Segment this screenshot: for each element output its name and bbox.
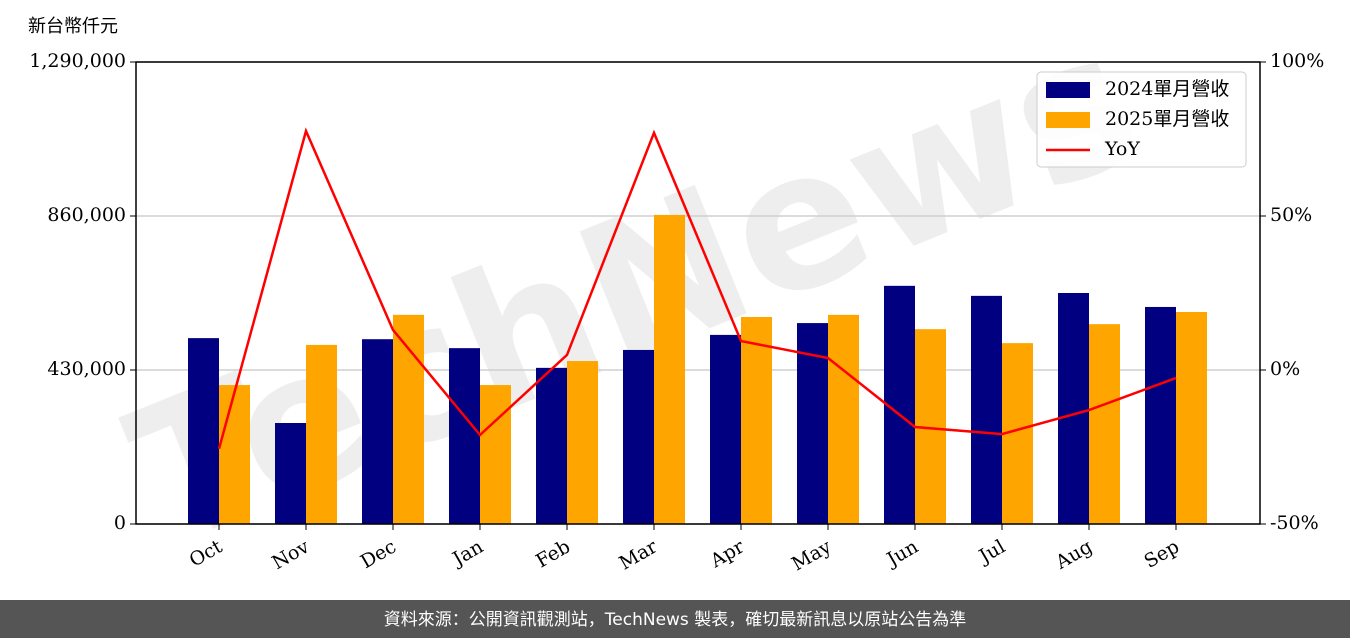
bar: [219, 385, 250, 524]
x-tick-label: Feb: [532, 536, 574, 573]
bar: [1089, 324, 1120, 524]
y2-tick-label: 100%: [1270, 50, 1324, 72]
bar: [449, 348, 480, 524]
bar: [1058, 293, 1089, 524]
y-tick-label: 430,000: [47, 358, 126, 380]
legend-label: YoY: [1104, 138, 1140, 160]
plot-frame: [135, 61, 1261, 525]
bar: [362, 339, 393, 524]
bar: [1176, 311, 1207, 524]
bar: [188, 338, 219, 524]
bar: [275, 423, 306, 524]
x-tick-label: Jun: [881, 536, 922, 572]
bar: [536, 367, 567, 524]
bar: [393, 314, 424, 524]
legend-swatch: [1046, 82, 1090, 98]
x-tick-label: Apr: [706, 535, 749, 572]
bar: [710, 334, 741, 524]
bar: [828, 314, 859, 524]
bar: [1145, 306, 1176, 524]
bar: [741, 316, 772, 524]
x-tick-label: Jan: [447, 536, 487, 572]
y2-tick-label: 50%: [1270, 204, 1312, 226]
source-note: 資料來源：公開資訊觀測站，TechNews 製表，確切最新訊息以原站公告為準: [384, 610, 966, 630]
bar: [971, 295, 1002, 524]
y2-tick-label: 0%: [1270, 358, 1300, 380]
bar: [567, 361, 598, 524]
y-tick-label: 1,290,000: [29, 50, 126, 72]
bar: [654, 214, 685, 524]
bar: [306, 344, 337, 524]
line: [217, 127, 1177, 450]
y-tick-label: 860,000: [47, 204, 126, 226]
x-tick-label: Aug: [1051, 536, 1096, 575]
y-axis-label: 新台幣仟元: [28, 16, 118, 37]
x-tick-label: Dec: [357, 536, 400, 574]
y2-tick-label: -50%: [1270, 512, 1319, 534]
x-tick-label: Mar: [615, 535, 661, 574]
legend-swatch: [1046, 112, 1090, 128]
x-tick-label: Jul: [974, 536, 1009, 569]
footer-bar: [0, 600, 1350, 638]
x-tick-label: May: [788, 535, 835, 575]
y-tick-label: 0: [114, 512, 126, 534]
x-tick-label: Sep: [1140, 536, 1183, 573]
bar: [480, 385, 511, 524]
legend-label: 2025單月營收: [1105, 108, 1229, 130]
bar: [623, 349, 654, 524]
legend-label: 2024單月營收: [1105, 78, 1229, 100]
